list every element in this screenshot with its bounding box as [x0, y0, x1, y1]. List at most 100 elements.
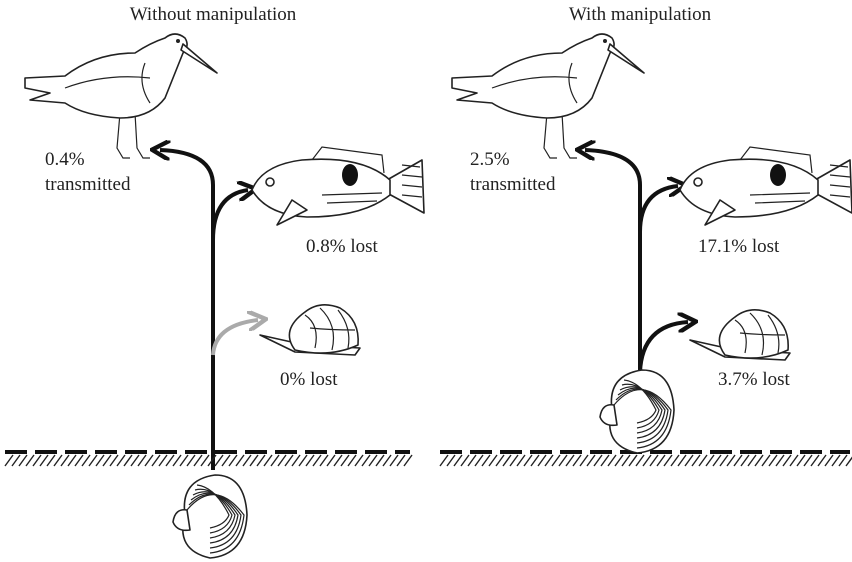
bird-body — [24, 33, 188, 119]
ground — [439, 450, 852, 467]
hatch — [838, 454, 848, 467]
clam — [599, 369, 675, 454]
hatch — [614, 454, 624, 467]
fish-pectoral — [276, 199, 308, 226]
hatch — [312, 454, 322, 467]
hatch — [186, 454, 196, 467]
hatch — [347, 454, 357, 467]
hatch — [789, 454, 799, 467]
fish — [679, 146, 852, 226]
hatch — [74, 454, 84, 467]
hatch — [628, 454, 638, 467]
hatch — [291, 454, 301, 467]
hatch — [333, 454, 343, 467]
hatch — [256, 454, 266, 467]
hatch — [298, 454, 308, 467]
hatch — [586, 454, 596, 467]
clam-ridge — [619, 386, 663, 434]
hatch — [4, 454, 14, 467]
hatch — [382, 454, 392, 467]
hatch — [116, 454, 126, 467]
fish-lines — [749, 192, 811, 204]
hatch — [670, 454, 680, 467]
bird-wing — [491, 62, 578, 104]
hatch — [719, 454, 729, 467]
hatch — [509, 454, 519, 467]
hatch — [284, 454, 294, 467]
fish — [251, 146, 425, 226]
hatch — [263, 454, 273, 467]
fish-loss: 0.8% lost — [306, 236, 379, 257]
clam-ridge — [617, 387, 666, 439]
hatch — [165, 454, 175, 467]
hatch — [67, 454, 77, 467]
fish-fin — [311, 146, 423, 198]
hatch — [277, 454, 287, 467]
hatch — [796, 454, 806, 467]
hatch — [453, 454, 463, 467]
hatch — [537, 454, 547, 467]
hatch — [326, 454, 336, 467]
hatch — [579, 454, 589, 467]
hatch — [11, 454, 21, 467]
hatch — [747, 454, 757, 467]
hatch — [214, 454, 224, 467]
clam-ridge — [621, 383, 660, 429]
hatch — [53, 454, 63, 467]
transmitted-percent: 2.5% — [470, 149, 510, 170]
hatch — [221, 454, 231, 467]
hatch — [544, 454, 554, 467]
snail-whorls — [304, 307, 356, 351]
hatch — [565, 454, 575, 467]
hatch — [817, 454, 827, 467]
hatch — [200, 454, 210, 467]
fish-spot — [770, 164, 786, 186]
hatch — [123, 454, 133, 467]
clam — [172, 474, 248, 559]
hatch — [179, 454, 189, 467]
arrow — [638, 186, 678, 233]
hatch — [502, 454, 512, 467]
hatch — [39, 454, 49, 467]
hatch — [340, 454, 350, 467]
fish-lines — [321, 192, 383, 204]
bird-beak — [180, 43, 218, 74]
snail — [689, 309, 791, 361]
clam-ridge — [196, 484, 230, 529]
hatch — [761, 454, 771, 467]
fish-eye — [265, 177, 275, 187]
hatch — [88, 454, 98, 467]
hatch — [319, 454, 329, 467]
hatch — [474, 454, 484, 467]
snail-loss: 3.7% lost — [718, 369, 791, 390]
clam-hinge — [172, 508, 191, 532]
hatch — [551, 454, 561, 467]
hatch — [691, 454, 701, 467]
bird-legs — [543, 112, 577, 159]
bird-wing — [64, 62, 151, 104]
hatch — [621, 454, 631, 467]
hatch — [831, 454, 841, 467]
clam-ridge — [623, 379, 657, 424]
arrow — [638, 322, 688, 373]
hatch — [516, 454, 526, 467]
hatch — [649, 454, 659, 467]
hatch — [396, 454, 406, 467]
arrow — [211, 190, 248, 241]
bird-body — [451, 33, 615, 119]
clam-ridge — [188, 493, 242, 549]
bird — [451, 33, 645, 159]
hatch — [172, 454, 182, 467]
hatch — [558, 454, 568, 467]
clam-ridge — [186, 494, 245, 554]
bird-beak — [607, 43, 645, 74]
transmitted-word: transmitted — [470, 174, 556, 195]
arrow — [211, 320, 258, 356]
snail — [259, 304, 361, 356]
hatch — [137, 454, 147, 467]
fish-fin — [739, 146, 851, 198]
clam-hinge — [599, 403, 618, 427]
hatch — [144, 454, 154, 467]
hatch — [523, 454, 533, 467]
hatch — [635, 454, 645, 467]
